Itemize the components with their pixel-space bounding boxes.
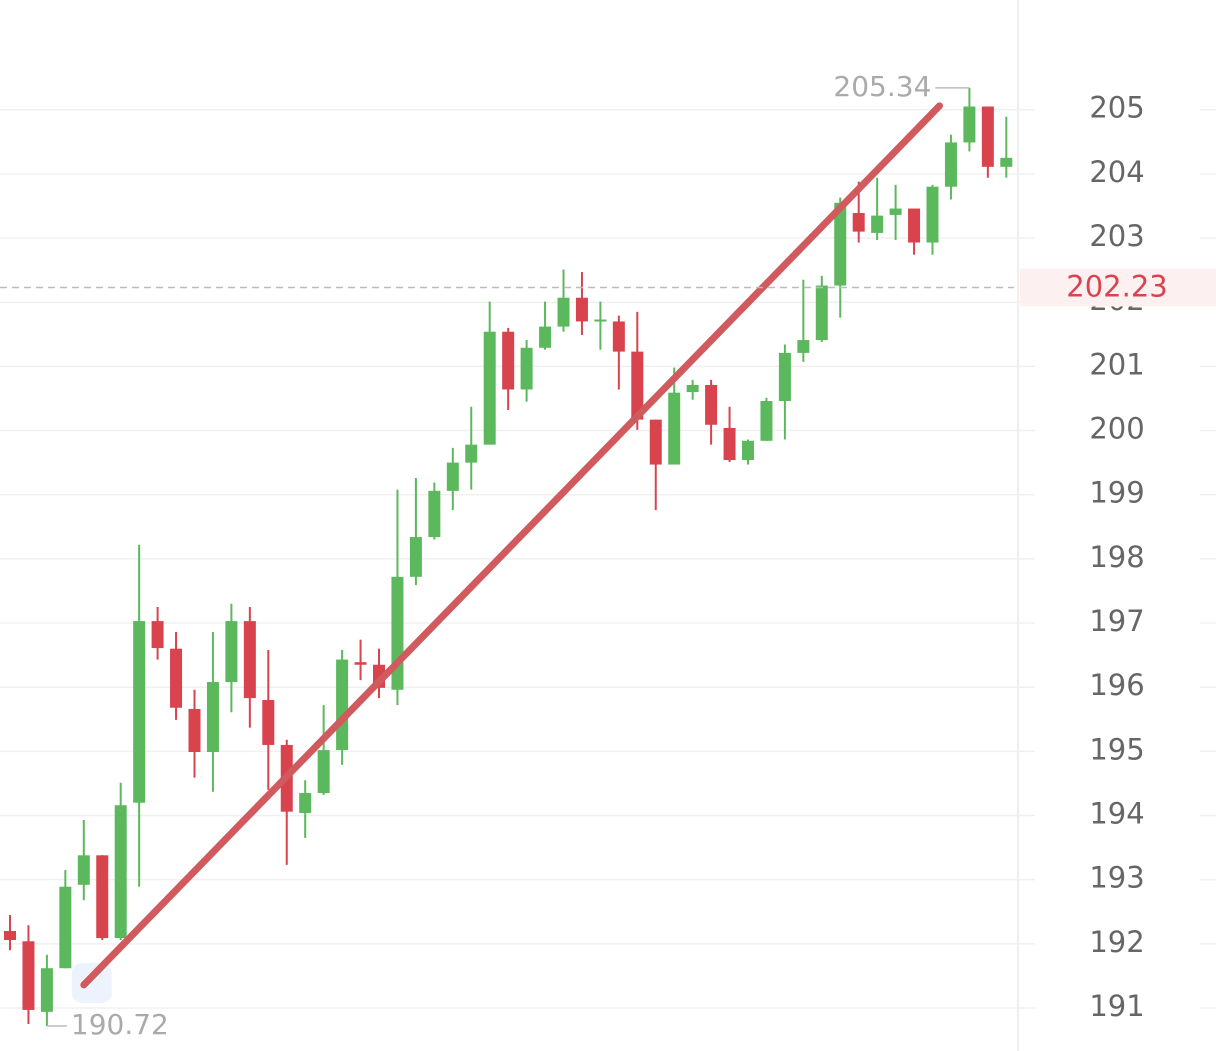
candle-body (133, 621, 146, 803)
candle-body (225, 621, 238, 683)
candle-body (908, 208, 921, 243)
candle-body (336, 659, 349, 751)
annotation-label: 205.34 (833, 70, 931, 103)
candle-body (631, 351, 644, 420)
y-tick-label: 198 (1089, 540, 1144, 574)
candle-body (317, 750, 330, 794)
y-tick-label: 204 (1089, 155, 1144, 189)
candle-body (354, 662, 367, 665)
candle-body (557, 297, 570, 327)
candle-body (575, 297, 588, 322)
candle-body (797, 340, 810, 353)
candle-body (299, 793, 312, 813)
candle-body (815, 285, 828, 341)
candle-body (114, 805, 127, 939)
candle-body (170, 648, 183, 708)
candle-body (409, 537, 422, 577)
candle-body (446, 462, 459, 491)
y-tick-label: 203 (1089, 219, 1144, 253)
candle-body (4, 931, 16, 940)
candle-body (151, 621, 164, 649)
candle-body (96, 855, 109, 939)
candle-body (686, 384, 699, 393)
candle-body (1000, 157, 1013, 167)
candle-body (981, 106, 994, 167)
candle-body (760, 401, 773, 441)
candle-body (243, 621, 256, 699)
candle-body (206, 682, 219, 752)
last-price-box (1020, 268, 1216, 307)
y-tick-label: 205 (1089, 91, 1144, 125)
candle-body (77, 855, 90, 885)
y-tick-label: 199 (1089, 476, 1144, 510)
candle-body (668, 392, 681, 465)
candle-body (871, 215, 884, 233)
candle-body (778, 352, 791, 402)
annotation-label: 190.72 (71, 1008, 169, 1041)
y-axis: 1911921931941951961971981992002012022032… (1020, 91, 1216, 1023)
candle-body (59, 886, 72, 969)
candle-body (22, 941, 35, 1010)
y-tick-label: 197 (1089, 604, 1144, 638)
candle-body (852, 213, 865, 232)
candle-body (539, 326, 552, 348)
candle-body (391, 576, 404, 690)
y-tick-label: 200 (1089, 412, 1144, 446)
last-price-label: 202.23 (1066, 269, 1167, 303)
candle-body (428, 490, 441, 538)
candle-body (483, 331, 496, 445)
candle-body (40, 968, 53, 1012)
candle-body (834, 202, 847, 286)
y-tick-label: 194 (1089, 797, 1144, 831)
y-tick-label: 201 (1089, 347, 1144, 381)
candle-body (649, 419, 662, 465)
overlay: 205.34 190.72 (0, 70, 1014, 1041)
y-tick-label: 191 (1089, 989, 1144, 1023)
candle-body (262, 700, 275, 745)
candle-body (465, 444, 478, 463)
candle-body (502, 331, 515, 390)
candle-body (188, 709, 201, 752)
candle-body (594, 319, 607, 322)
candle-body (742, 440, 754, 461)
candle-body (926, 186, 939, 243)
candle-body (705, 384, 718, 425)
y-tick-label: 192 (1089, 925, 1144, 959)
candle-body (889, 208, 902, 215)
candle-body (723, 427, 736, 461)
candle-body (963, 106, 976, 143)
y-tick-label: 193 (1089, 861, 1144, 895)
trendline (80, 102, 943, 989)
y-tick-label: 195 (1089, 732, 1144, 766)
y-tick-label: 196 (1089, 668, 1144, 702)
trendline-handle (71, 962, 112, 1003)
candle-body (612, 321, 625, 352)
candle-body (944, 142, 957, 187)
candle-body (520, 347, 533, 390)
